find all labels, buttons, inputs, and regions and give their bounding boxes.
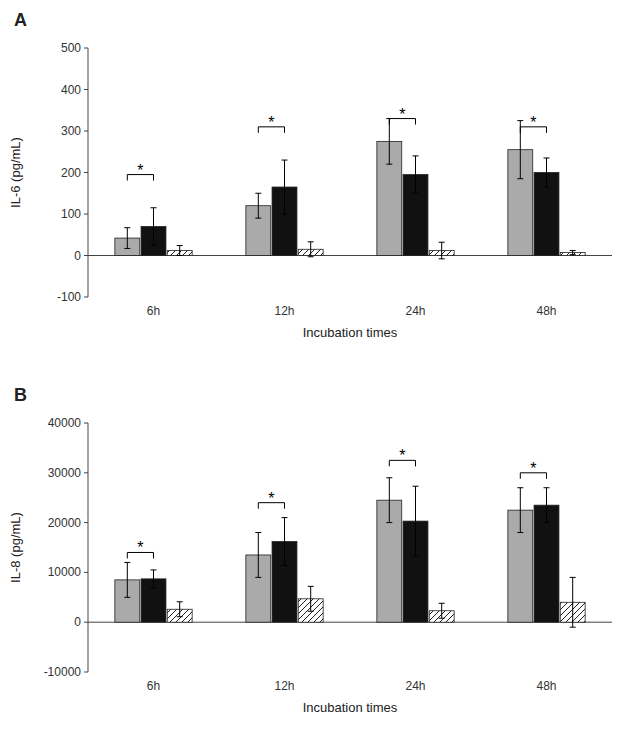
error-bar — [439, 242, 445, 259]
y-axis-label: IL-6 (pg/mL) — [8, 137, 23, 208]
y-tick — [84, 89, 88, 90]
error-bar — [255, 193, 261, 218]
y-tick — [84, 423, 88, 424]
panel-label: A — [14, 10, 27, 30]
panel: A -100 0 100 200 300 400 500 IL-6 (pg/mL) 6h 12h 24… — [8, 10, 612, 340]
y-tick-label: -10000 — [44, 665, 82, 679]
figure: A -100 0 100 200 300 400 500 IL-6 (pg/mL) 6h 12h 24… — [0, 0, 630, 750]
y-tick-label: 0 — [74, 249, 81, 263]
error-bar — [386, 119, 392, 165]
x-tick-label: 24h — [405, 679, 425, 693]
error-bar — [255, 533, 261, 578]
y-tick-label: 200 — [61, 166, 81, 180]
x-tick-label: 48h — [536, 679, 556, 693]
y-tick-label: -100 — [57, 290, 81, 304]
error-bar — [308, 242, 314, 257]
y-tick — [84, 672, 88, 673]
error-bar — [439, 603, 445, 618]
y-tick-label: 0 — [74, 615, 81, 629]
error-bar — [177, 246, 183, 256]
y-tick-label: 500 — [61, 41, 81, 55]
significance-star: * — [137, 162, 143, 179]
y-tick-label: 300 — [61, 124, 81, 138]
x-axis-label: Incubation times — [303, 700, 398, 715]
significance-star: * — [530, 114, 536, 131]
x-tick-label: 24h — [405, 304, 425, 318]
y-tick-label: 30000 — [48, 466, 82, 480]
x-tick-label: 12h — [274, 679, 294, 693]
panel: B -10000 0 10000 20000 30000 40000 IL-8 (pg/mL)… — [8, 385, 612, 715]
significance-star: * — [530, 460, 536, 477]
significance-star: * — [137, 539, 143, 556]
x-tick-label: 6h — [147, 679, 160, 693]
plot-area — [115, 119, 585, 259]
error-bar — [151, 570, 157, 588]
significance-star: * — [268, 114, 274, 131]
error-bar — [124, 228, 130, 249]
x-axis-line — [88, 622, 612, 623]
error-bar — [570, 251, 576, 255]
x-tick-label: 48h — [536, 304, 556, 318]
y-tick — [84, 622, 88, 623]
x-axis-label: Incubation times — [303, 325, 398, 340]
error-bar — [124, 562, 130, 597]
error-bar — [386, 478, 392, 523]
panel-label: B — [14, 385, 27, 405]
error-bar — [413, 156, 419, 193]
y-tick — [84, 522, 88, 523]
error-bar — [282, 160, 288, 214]
y-tick-label: 40000 — [48, 416, 82, 430]
y-tick — [84, 297, 88, 298]
x-tick-label: 12h — [274, 304, 294, 318]
y-tick — [84, 214, 88, 215]
y-tick — [84, 255, 88, 256]
error-bar — [282, 518, 288, 566]
error-bar — [151, 208, 157, 245]
significance-star: * — [399, 106, 405, 123]
y-tick-label: 10000 — [48, 565, 82, 579]
error-bar — [413, 486, 419, 556]
y-tick-label: 20000 — [48, 516, 82, 530]
y-tick — [84, 172, 88, 173]
y-tick — [84, 472, 88, 473]
error-bar — [570, 577, 576, 627]
significance-star: * — [399, 447, 405, 464]
plot-area — [115, 460, 585, 627]
x-tick-label: 6h — [147, 304, 160, 318]
y-tick — [84, 48, 88, 49]
y-tick-label: 400 — [61, 83, 81, 97]
y-tick-label: 100 — [61, 207, 81, 221]
error-bar — [544, 488, 550, 523]
error-bar — [177, 602, 183, 617]
significance-star: * — [268, 490, 274, 507]
y-axis-line — [88, 423, 89, 672]
error-bar — [308, 586, 314, 611]
y-tick — [84, 131, 88, 132]
error-bar — [517, 488, 523, 533]
y-axis-label: IL-8 (pg/mL) — [8, 512, 23, 583]
error-bar — [544, 158, 550, 187]
x-axis-line — [88, 255, 612, 256]
y-tick — [84, 572, 88, 573]
